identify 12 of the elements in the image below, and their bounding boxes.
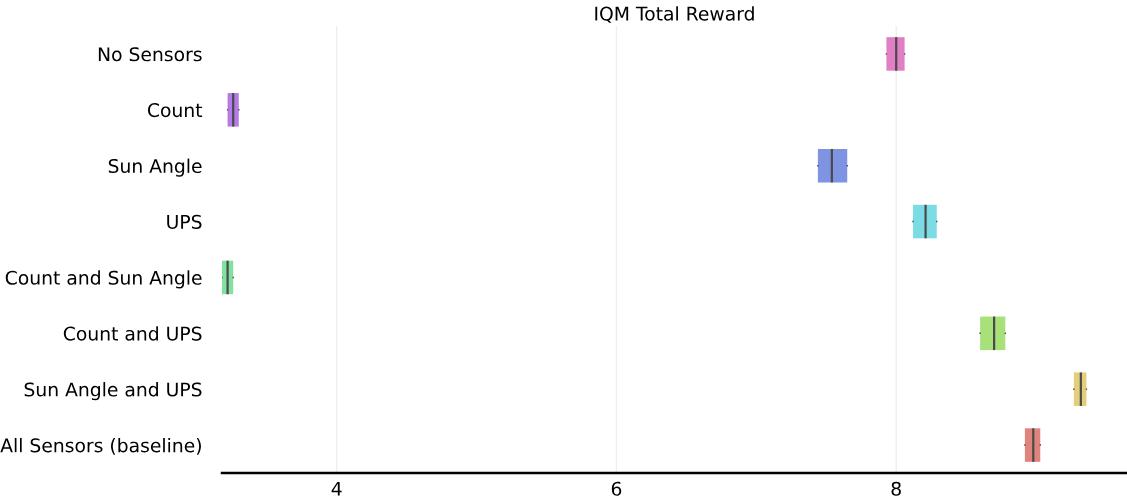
y-tick-label: Sun Angle and UPS: [24, 382, 202, 401]
chart-title: IQM Total Reward: [595, 6, 754, 23]
y-tick-label: All Sensors (baseline): [0, 437, 201, 455]
y-tick-label: Sun Angle: [108, 158, 202, 177]
y-tick-label: No Sensors: [98, 47, 202, 62]
y-tick-label: UPS: [167, 214, 202, 229]
y-tick-label: Count and UPS: [63, 326, 202, 341]
x-tick-label: 8: [891, 481, 901, 496]
x-tick-label: 4: [331, 481, 342, 496]
y-tick-label: Count: [147, 103, 203, 118]
y-tick-label: Count and Sun Angle: [5, 270, 202, 289]
x-tick-label: 6: [611, 481, 622, 496]
